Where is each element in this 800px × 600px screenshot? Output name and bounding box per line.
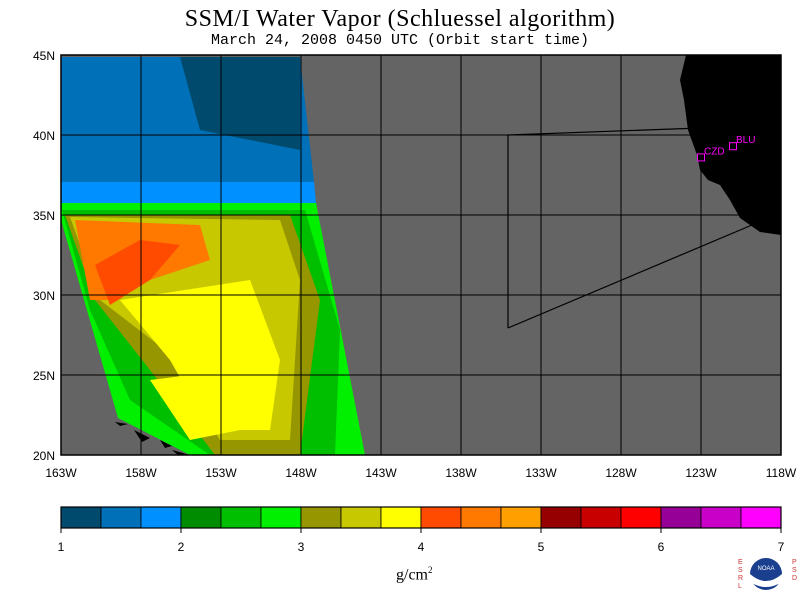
- colorbar-swatch: [540, 506, 582, 529]
- lon-label: 158W: [125, 466, 157, 480]
- station-marker-icon: [697, 153, 705, 162]
- graticule: [61, 55, 781, 455]
- stations: BLU CZD: [697, 135, 755, 162]
- station-marker-icon: [729, 142, 737, 151]
- colorbar-swatch: [220, 506, 262, 529]
- colorbar: [60, 506, 782, 529]
- swath-layer: [61, 57, 365, 455]
- colorbar-swatch: [260, 506, 302, 529]
- swath-band: [61, 182, 316, 203]
- station-label: BLU: [736, 135, 755, 146]
- colorbar-swatch: [660, 506, 702, 529]
- colorbar-swatch: [460, 506, 502, 529]
- map-title: SSM/I Water Vapor (Schluessel algorithm): [184, 6, 616, 32]
- hawaii-island-3: [160, 440, 172, 448]
- colorbar-tick-label: 4: [418, 540, 425, 554]
- hawaii-island-2: [134, 430, 150, 442]
- colorbar-tick-label: 1: [58, 540, 65, 554]
- hawaii-island-4: [172, 450, 190, 455]
- land-layer: [115, 55, 781, 455]
- lon-label: 123W: [685, 466, 717, 480]
- colorbar-swatch: [420, 506, 462, 529]
- colorbar-swatch: [140, 506, 182, 529]
- lat-label: 25N: [33, 369, 55, 383]
- colorbar-swatch: [580, 506, 622, 529]
- lon-label: 118W: [766, 466, 797, 480]
- colorbar-swatch: [380, 506, 422, 529]
- colorbar-swatch: [700, 506, 742, 529]
- colorbar-swatch: [300, 506, 342, 529]
- lat-label: 45N: [33, 49, 55, 63]
- colorbar-tick-label: 6: [658, 540, 665, 554]
- lon-label: 163W: [45, 466, 77, 480]
- colorbar-swatch: [340, 506, 382, 529]
- map-subtitle: March 24, 2008 0450 UTC (Orbit start tim…: [210, 32, 590, 49]
- hawaii-island-1: [115, 422, 128, 426]
- colorbar-tick-label: 3: [298, 540, 305, 554]
- units-label: g/cm2: [396, 565, 433, 584]
- lat-label: 35N: [33, 209, 55, 223]
- colorbar-swatch: [100, 506, 142, 529]
- colorbar-swatch: [500, 506, 542, 529]
- lat-label: 20N: [33, 449, 55, 463]
- colorbar-tick-label: 2: [178, 540, 185, 554]
- noaa-bird-icon: [750, 574, 782, 587]
- colorbar-tick-label: 7: [778, 540, 785, 554]
- region-outline-lower: [507, 224, 753, 329]
- lon-label: 128W: [605, 466, 637, 480]
- lon-label: 133W: [525, 466, 557, 480]
- map-frame: [60, 54, 782, 456]
- colorbar-labels: 1 2 3 4 5 6 7: [58, 528, 785, 554]
- latitude-labels: 45N 40N 35N 30N 25N 20N: [33, 49, 55, 463]
- swath-orange-dark: [95, 240, 180, 305]
- swath-yellow-2: [150, 370, 240, 440]
- west-coast-land: [680, 55, 781, 235]
- colorbar-swatch: [740, 506, 782, 529]
- map-panel: BLU CZD 45N 40N 35N 30N 25N 20N 163W 158W 153W 14…: [33, 49, 797, 480]
- colorbar-swatch: [620, 506, 662, 529]
- lat-label: 30N: [33, 289, 55, 303]
- units-superscript: 2: [428, 565, 433, 575]
- station-label: CZD: [704, 146, 725, 157]
- colorbar-tick-label: 5: [538, 540, 545, 554]
- logo-center-text: NOAA: [757, 566, 774, 572]
- lon-label: 153W: [205, 466, 237, 480]
- colorbar-swatch: [180, 506, 222, 529]
- longitude-labels: 163W 158W 153W 148W 143W 138W 133W 128W 123W 118W: [45, 466, 797, 480]
- lon-label: 138W: [445, 466, 477, 480]
- colorbar-swatch: [60, 506, 102, 529]
- units-main: g/cm: [396, 566, 428, 584]
- swath-north-dark: [61, 57, 300, 150]
- lat-label: 40N: [33, 129, 55, 143]
- lon-label: 148W: [285, 466, 317, 480]
- lon-label: 143W: [365, 466, 397, 480]
- swath-yellow: [120, 280, 280, 430]
